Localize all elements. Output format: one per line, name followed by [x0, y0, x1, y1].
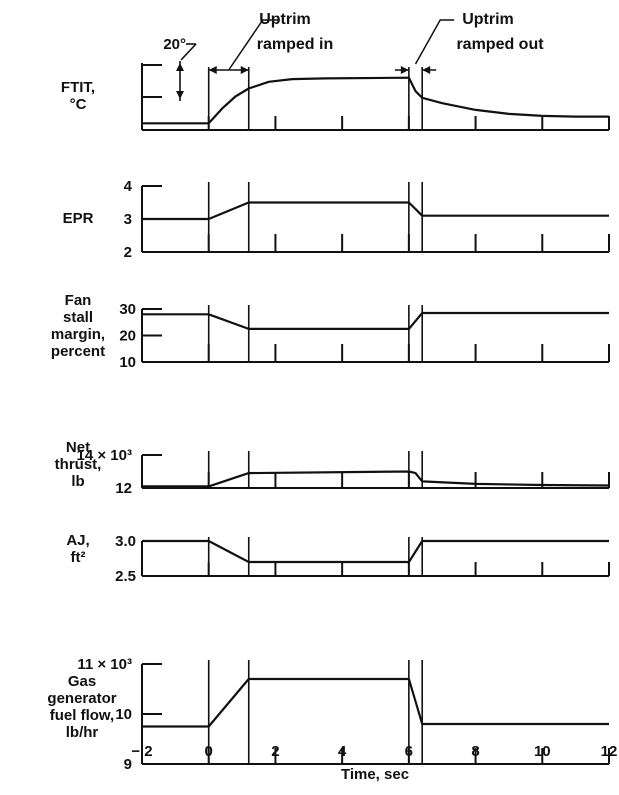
- panel-2-y-tick-label: 30: [119, 301, 136, 318]
- panel-5-y-tick-label: 11 × 10³: [77, 656, 132, 673]
- panel-2-series-line: [142, 311, 609, 330]
- panel-3-series-line: [142, 470, 610, 488]
- panel-4-y-tick-label: 2.5: [115, 568, 136, 585]
- panel-1-y-tick-label: 4: [124, 178, 133, 195]
- panel-5-series-line: [142, 677, 609, 728]
- panel-4-series-line: [142, 539, 609, 564]
- x-tick-label: 6: [405, 743, 413, 760]
- panel-2-ylabel: Fan stall margin, percent: [50, 292, 106, 360]
- ramp-out-arrow-right-head: [422, 66, 431, 74]
- panel-2-y-tick-label: 10: [119, 354, 136, 371]
- panel-1-series-line: [142, 201, 609, 221]
- scale-bar-leader-2: [180, 43, 197, 61]
- panel-5-y-tick-label: 9: [124, 756, 132, 773]
- panel-2-y-tick-label: 20: [119, 328, 136, 345]
- x-tick-label: 10: [534, 743, 551, 760]
- ramp-out-label-line1: Uptrim: [462, 11, 514, 28]
- ramp-out-label-line2: ramped out: [456, 36, 544, 53]
- panel-5-ylabel: Gas generator fuel flow, lb/hr: [47, 673, 117, 741]
- x-tick-label: 4: [338, 743, 347, 760]
- panel-1-ylabel: EPR: [62, 210, 94, 227]
- panel-0-series-line: [142, 76, 609, 125]
- x-tick-label: − 2: [131, 743, 152, 760]
- ramp-in-leader: [228, 19, 279, 71]
- x-tick-label: 2: [271, 743, 279, 760]
- x-tick-label: 12: [601, 743, 618, 760]
- scale-bar-label: 20°: [163, 36, 186, 53]
- scale-bar-arrowhead-down: [176, 91, 184, 99]
- x-axis-label: Time, sec: [341, 766, 409, 783]
- scale-bar-arrowhead-up: [176, 63, 184, 71]
- ramp-out-leader: [414, 19, 455, 65]
- panel-3-y-tick-label: 14 × 10³: [77, 447, 132, 464]
- panel-4-ylabel: AJ, ft²: [66, 532, 90, 566]
- ramp-in-label-line1: Uptrim: [259, 11, 311, 28]
- ramp-in-arrow-head-left: [208, 66, 217, 74]
- ramp-in-label-line2: ramped in: [257, 36, 333, 53]
- ramp-in-arrow-head-right: [240, 66, 249, 74]
- ramp-out-arrow-left-head: [400, 66, 409, 74]
- x-tick-label: 8: [471, 743, 479, 760]
- panel-3-ylabel: Net thrust, lb: [54, 439, 102, 490]
- panel-4-y-tick-label: 3.0: [115, 533, 136, 550]
- x-tick-label: 0: [205, 743, 213, 760]
- panel-3-y-tick-label: 12: [115, 480, 132, 497]
- panel-5-y-tick-label: 10: [115, 706, 132, 723]
- panel-0-ylabel: FTIT, °C: [60, 79, 96, 113]
- panel-1-y-tick-label: 2: [124, 244, 132, 261]
- panel-1-y-tick-label: 3: [124, 211, 132, 228]
